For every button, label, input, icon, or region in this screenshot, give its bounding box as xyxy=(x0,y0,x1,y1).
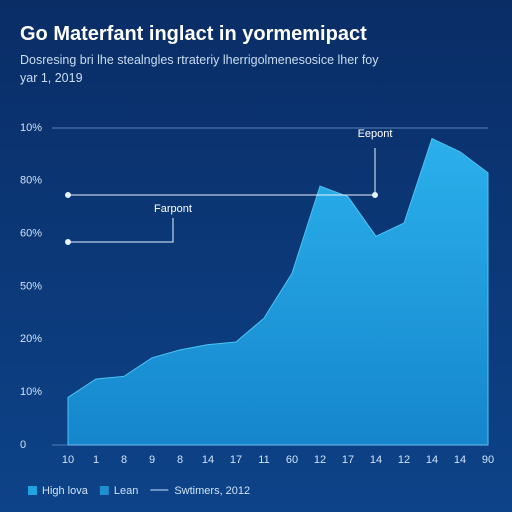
x-tick-label: 14 xyxy=(426,454,438,466)
y-tick-label: 10% xyxy=(20,122,42,134)
y-tick-label: 80% xyxy=(20,175,42,187)
y-tick-label: 60% xyxy=(20,228,42,240)
legend-label: High lova xyxy=(42,485,89,497)
annotation-dot xyxy=(65,239,71,245)
x-tick-label: 90 xyxy=(482,454,494,466)
legend: High lova Lean Swtimers, 2012 xyxy=(28,485,250,497)
legend-label: Lean xyxy=(114,485,138,497)
x-tick-label: 17 xyxy=(230,454,242,466)
annotations xyxy=(65,148,378,245)
annotation: Farpont xyxy=(154,203,192,215)
area xyxy=(67,137,489,446)
y-tick-label: 10% xyxy=(20,386,42,398)
x-tick-label: 17 xyxy=(342,454,354,466)
x-tick-label: 1 xyxy=(93,454,99,466)
plot: 0 10% 20% 50% 60% 80% 10% 10 1 8 9 8 14 17 11 60 12 17 14 1… xyxy=(20,122,494,466)
annotation-line xyxy=(68,218,174,243)
x-tick-label: 8 xyxy=(177,454,183,466)
x-tick-label: 9 xyxy=(149,454,155,466)
x-tick-label: 11 xyxy=(258,454,269,466)
legend-label: Swtimers, 2012 xyxy=(174,485,250,497)
x-tick-label: 14 xyxy=(370,454,382,466)
subtitle: Dosresing bri lhe stealngles rtrateriy l… xyxy=(20,53,379,67)
annotation-dot xyxy=(372,192,378,198)
x-tick-label: 12 xyxy=(398,454,410,466)
y-tick-label: 50% xyxy=(20,280,42,292)
chart-title: Go Materfant inglact in yormemipact xyxy=(20,23,367,45)
x-tick-label: 10 xyxy=(62,454,74,466)
x-tick-label: 14 xyxy=(202,454,214,466)
legend-swatch xyxy=(28,486,37,495)
y-tick-label: 0 xyxy=(20,439,26,451)
x-tick-label: 14 xyxy=(454,454,466,466)
subtitle: yar 1, 2019 xyxy=(20,71,83,85)
legend-swatch xyxy=(99,486,109,495)
annotation-dot xyxy=(65,192,71,198)
x-tick-label: 8 xyxy=(121,454,127,466)
x-tick-label: 60 xyxy=(286,454,298,466)
x-tick-label: 12 xyxy=(314,454,326,466)
annotation: Eepont xyxy=(358,128,393,140)
y-tick-label: 20% xyxy=(20,333,42,345)
